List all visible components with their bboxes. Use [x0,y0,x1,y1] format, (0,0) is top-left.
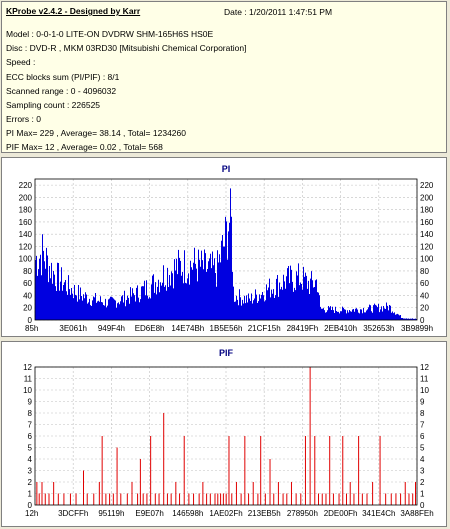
pif-chart-panel: PIF 0 0 1 1 2 2 3 3 4 4 5 5 6 6 7 7 8 8 9 9 10 10 11 11 12 12 12h 3D… [1,341,447,527]
y-tick-label-right: 11 [420,375,429,384]
y-tick-label-right: 1 [420,490,425,499]
y-tick-label-left: 0 [28,316,33,325]
y-tick-label-left: 5 [28,444,33,453]
y-tick-label-right: 6 [420,432,425,441]
chart-title: PI [222,164,231,174]
y-tick-label-left: 20 [23,304,32,313]
y-tick-label-right: 140 [420,230,434,239]
x-tick-label: 3A88FEh [400,509,433,518]
x-tick-label: ED6E8h [135,324,165,333]
chart-title: PIF [219,348,234,358]
x-tick-label: 213EB5h [248,509,281,518]
y-tick-label-left: 60 [23,279,32,288]
y-tick-label-right: 200 [420,193,434,202]
scanned-range: Scanned range : 0 - 4096032 [6,86,117,96]
x-tick-label: 2EB410h [324,324,357,333]
y-tick-label-right: 5 [420,444,425,453]
y-tick-label-right: 12 [420,363,429,372]
y-tick-label-right: 7 [420,421,425,430]
y-tick-label-right: 20 [420,304,429,313]
plot-border [34,366,418,506]
x-tick-label: 12h [25,509,38,518]
x-tick-label: 28419Fh [287,324,319,333]
y-tick-label-right: 60 [420,279,429,288]
y-tick-label-left: 40 [23,291,32,300]
x-tick-label: 352653h [363,324,394,333]
y-tick-label-right: 80 [420,267,429,276]
y-tick-label-left: 9 [28,398,33,407]
y-tick-label-left: 12 [23,363,32,372]
y-tick-label-left: 100 [19,255,33,264]
y-tick-label-right: 8 [420,409,425,418]
y-tick-label-left: 11 [24,375,33,384]
y-tick-label-right: 120 [420,242,434,251]
drive-model: Model : 0-0-1-0 LITE-ON DVDRW SHM-165H6S… [6,29,214,39]
x-tick-label: E9E07h [135,509,163,518]
y-tick-label-right: 0 [420,316,425,325]
x-tick-label: 278950h [287,509,318,518]
y-tick-label-left: 200 [19,193,33,202]
info-panel: KProbe v2.4.2 - Designed by Karr Date : … [1,1,447,153]
scan-date: Date : 1/20/2011 1:47:51 PM [224,7,333,17]
x-tick-label: 95119h [98,509,124,518]
disc-info: Disc : DVD-R , MKM 03RD30 [Mitsubishi Ch… [6,43,247,53]
y-tick-label-left: 1 [28,490,33,499]
speed-info: Speed : [6,57,36,67]
y-tick-label-left: 4 [28,455,33,464]
y-tick-label-right: 3 [420,467,425,476]
error-count: Errors : 0 [6,114,41,124]
x-tick-label: 341E4Ch [362,509,395,518]
series-bars [36,367,417,505]
pif-stats: PIF Max= 12 , Average= 0.02 , Total= 568 [6,142,163,152]
series-bars [35,188,417,320]
x-tick-label: 2DE00Fh [324,509,358,518]
x-tick-label: 3E061h [59,324,87,333]
y-tick-label-left: 140 [19,230,33,239]
y-tick-label-left: 0 [28,501,33,510]
x-tick-label: 1AE02Fh [209,509,242,518]
x-tick-label: 146598h [172,509,203,518]
x-tick-label: 3DCFFh [58,509,88,518]
y-tick-label-right: 2 [420,478,425,487]
y-tick-label-right: 0 [420,501,425,510]
x-tick-label: 21CF15h [248,324,281,333]
y-tick-label-left: 180 [19,206,33,215]
y-tick-label-right: 10 [420,386,429,395]
y-tick-label-right: 180 [420,206,434,215]
y-tick-label-left: 7 [28,421,33,430]
y-tick-label-left: 3 [28,467,33,476]
pi-chart-panel: PI 0 0 20 20 40 40 60 60 80 80 100 100 120 120 140 140 16… [1,157,447,337]
y-tick-label-left: 8 [28,409,33,418]
pi-stats: PI Max= 229 , Average= 38.14 , Total= 12… [6,128,186,138]
plot-border [34,178,418,321]
x-tick-label: 14E74Bh [171,324,204,333]
y-tick-label-right: 9 [420,398,425,407]
x-tick-label: 1B5E56h [210,324,243,333]
ecc-sum: ECC blocks sum (PI/PIF) : 8/1 [6,72,120,82]
x-tick-label: 949F4h [98,324,125,333]
x-tick-label: 3B9899h [401,324,433,333]
y-tick-label-left: 220 [19,181,33,190]
y-tick-label-right: 40 [420,291,429,300]
y-tick-label-left: 6 [28,432,33,441]
y-tick-label-left: 120 [19,242,33,251]
x-tick-label: 85h [25,324,38,333]
app-title: KProbe v2.4.2 - Designed by Karr [6,6,141,16]
y-tick-label-left: 2 [28,478,33,487]
pi-chart: PI 0 0 20 20 40 40 60 60 80 80 100 100 120 120 140 140 16… [19,164,434,333]
sampling-count: Sampling count : 226525 [6,100,101,110]
y-tick-label-left: 80 [23,267,32,276]
y-tick-label-right: 100 [420,255,434,264]
y-tick-label-right: 4 [420,455,425,464]
y-tick-label-left: 10 [23,386,32,395]
y-tick-label-right: 160 [420,218,434,227]
y-tick-label-left: 160 [19,218,33,227]
y-tick-label-right: 220 [420,181,434,190]
